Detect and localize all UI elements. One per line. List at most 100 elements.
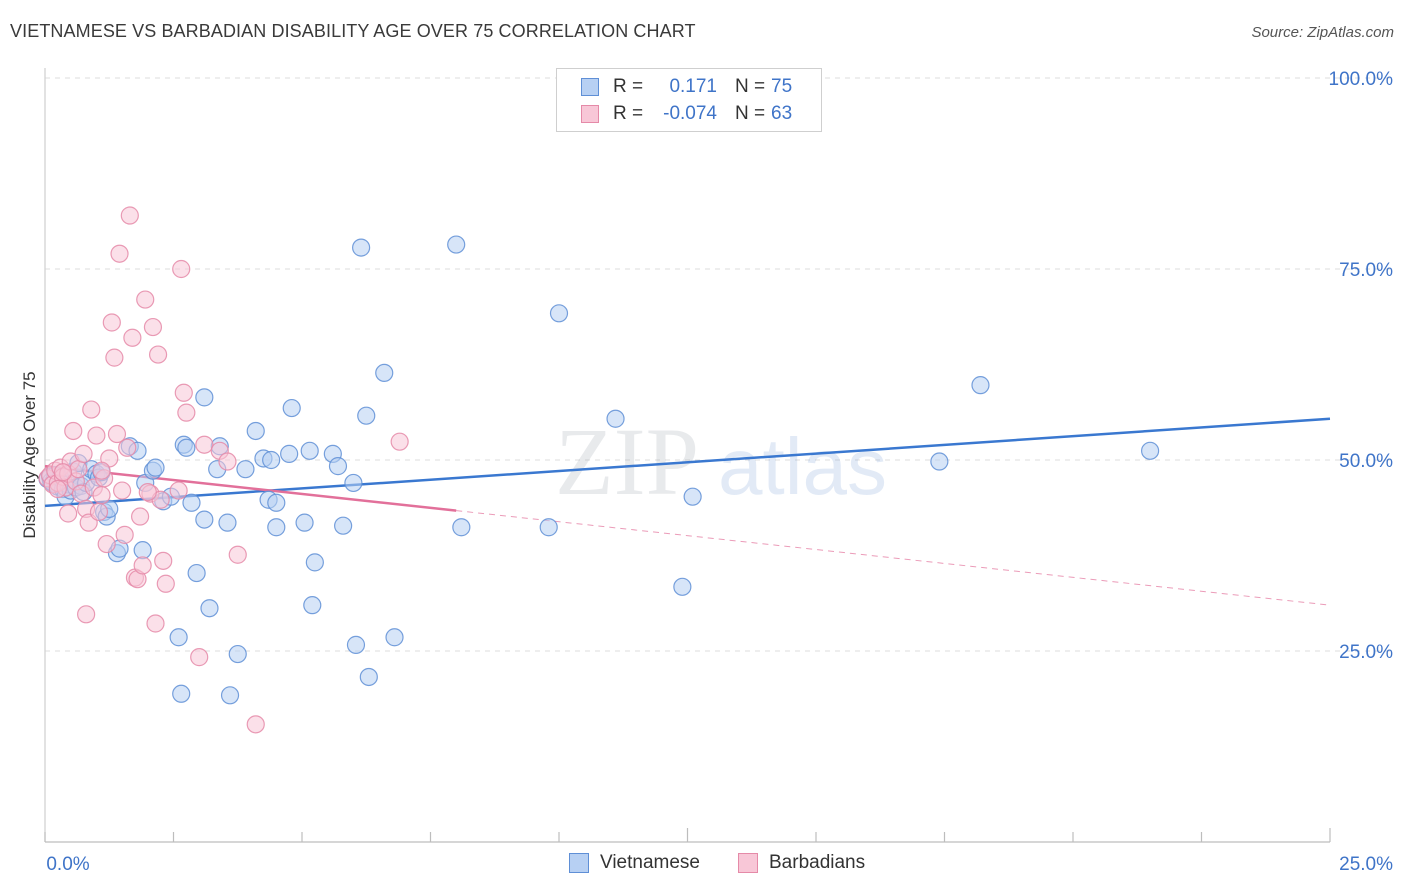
legend-swatch-barbadians [738,853,758,873]
point-vietnamese [146,458,165,477]
data-points [38,206,1160,734]
point-vietnamese [187,563,206,583]
point-vietnamese [346,635,366,654]
point-barbadians [228,545,247,564]
point-vietnamese [357,406,376,425]
point-barbadians [92,486,111,505]
point-barbadians [77,605,96,624]
point-vietnamese [169,628,188,647]
y-tick-label: 75.0% [1339,260,1393,281]
point-vietnamese [1140,441,1160,460]
point-barbadians [172,259,191,279]
correlation-legend: R = 0.171 N = 75 R = -0.074 N = 63 [556,68,822,132]
point-vietnamese [295,513,314,532]
point-vietnamese [452,518,471,537]
point-barbadians [102,313,121,332]
r-value: -0.074 [663,103,717,124]
axes [44,68,1331,843]
tick-labels: 25.0% 50.0% 75.0% 100.0% 0.0% 25.0% [46,69,1393,875]
trend-line-extension-barbadians [456,510,1331,606]
point-barbadians [190,648,209,667]
point-vietnamese [683,487,702,506]
point-vietnamese [344,473,363,493]
point-vietnamese [236,460,255,479]
point-vietnamese [172,684,191,703]
point-vietnamese [300,441,319,460]
point-barbadians [82,400,101,419]
n-value: 63 [771,103,793,124]
point-barbadians [390,432,409,451]
trend-line-vietnamese [44,417,1331,508]
point-barbadians [110,244,129,263]
point-barbadians [156,574,175,593]
x-tick-label: 25.0% [1339,854,1393,875]
point-barbadians [136,290,155,309]
point-vietnamese [246,421,265,441]
point-barbadians [53,463,73,482]
point-barbadians [115,525,134,544]
legend-swatch-barbadians [581,105,599,123]
point-barbadians [69,460,88,479]
legend-item-barbadians[interactable]: Barbadians [738,852,865,874]
legend-item-vietnamese[interactable]: Vietnamese [569,852,700,874]
watermark-atlas: atlas [718,422,887,511]
point-vietnamese [228,644,247,664]
legend-label-barbadians: Barbadians [769,852,866,873]
n-label: N = [735,76,766,97]
point-vietnamese [334,516,353,535]
y-tick-label: 100.0% [1329,69,1394,90]
point-barbadians [148,345,168,364]
point-vietnamese [549,304,569,323]
point-barbadians [97,534,116,554]
point-barbadians [120,206,139,225]
point-vietnamese [267,518,286,537]
point-vietnamese [200,599,219,618]
point-vietnamese [220,686,240,705]
point-vietnamese [218,513,237,532]
point-barbadians [74,444,93,463]
legend-label-vietnamese: Vietnamese [600,852,700,873]
point-barbadians [59,504,78,523]
point-vietnamese [359,667,378,687]
point-vietnamese [375,363,394,383]
point-barbadians [138,482,157,502]
point-vietnamese [328,457,348,476]
point-barbadians [169,481,188,500]
point-barbadians [87,426,106,445]
point-barbadians [130,507,150,526]
watermark-zip: ZIP [555,408,699,515]
point-barbadians [218,452,237,471]
trend-lines [44,417,1331,606]
r-label: R = [613,103,644,124]
n-value: 75 [771,76,793,97]
r-label: R = [613,76,644,97]
point-vietnamese [133,541,152,560]
point-barbadians [174,383,193,402]
point-barbadians [92,461,111,480]
legend-row-barbadians: R = -0.074 N = 63 [581,101,792,127]
point-vietnamese [303,596,322,615]
point-vietnamese [267,493,286,512]
point-vietnamese [305,553,324,572]
point-vietnamese [177,438,196,457]
point-vietnamese [385,628,404,647]
point-vietnamese [195,388,214,407]
point-barbadians [154,551,173,570]
point-vietnamese [673,577,692,596]
point-barbadians [195,435,214,454]
point-vietnamese [971,376,990,395]
point-barbadians [105,348,124,367]
point-barbadians [246,715,265,734]
point-barbadians [118,438,137,457]
point-barbadians [177,403,196,422]
point-vietnamese [352,238,371,257]
point-vietnamese [195,510,214,529]
point-vietnamese [539,518,558,537]
point-barbadians [146,614,165,633]
point-barbadians [48,479,67,499]
point-barbadians [112,481,132,500]
series-legend: Vietnamese Barbadians [0,852,1406,878]
source-label: Source: ZipAtlas.com [1251,24,1394,41]
point-barbadians [123,328,142,347]
